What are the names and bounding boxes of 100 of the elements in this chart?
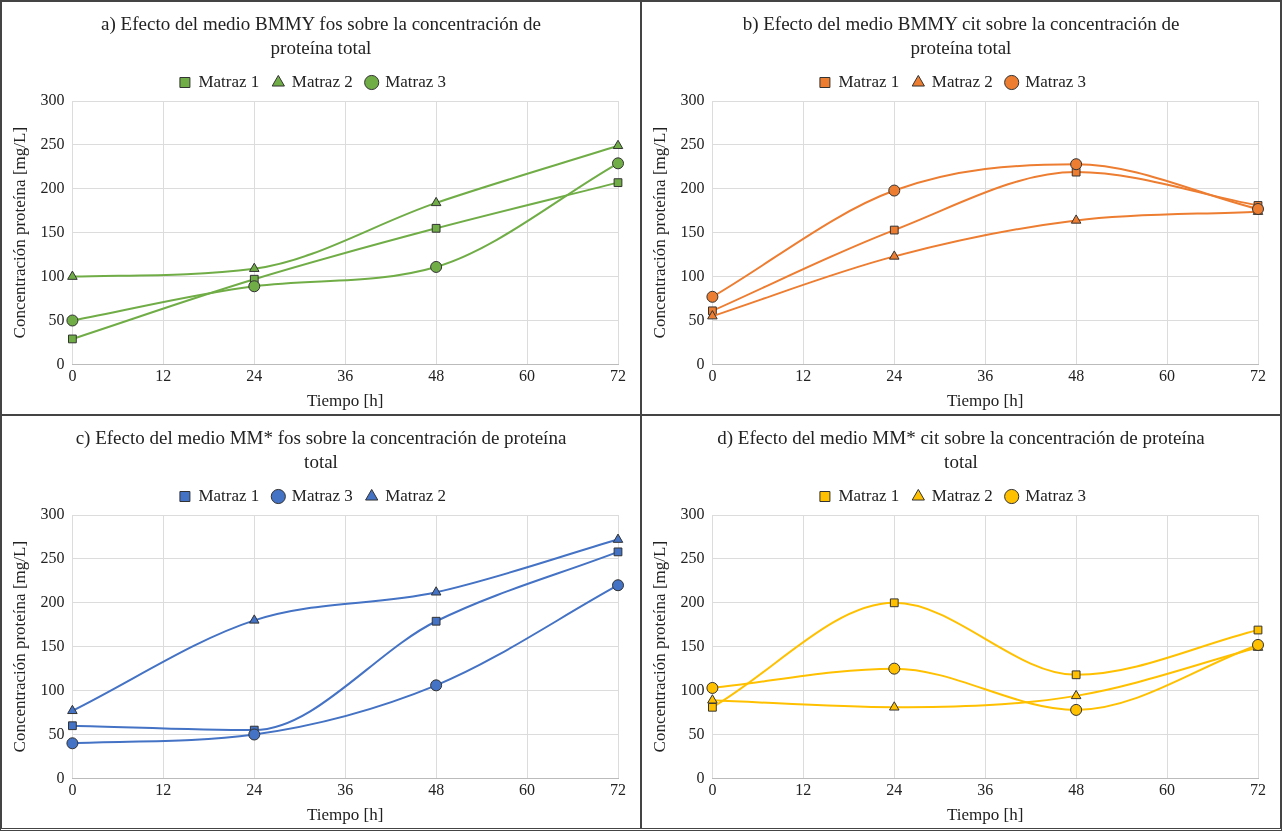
legend-label: Matraz 2 [931, 71, 993, 91]
x-tick-label: 24 [886, 781, 903, 799]
x-tick-label: 72 [610, 781, 626, 799]
y-tick-label: 300 [40, 91, 65, 109]
point [612, 533, 624, 543]
y-tick-label: 150 [680, 222, 705, 240]
x-tick-label: 36 [977, 781, 994, 799]
point [612, 157, 624, 170]
legend-label: Matraz 2 [385, 485, 447, 505]
point [706, 681, 719, 694]
point [1070, 689, 1082, 700]
x-tick-label: 0 [708, 367, 717, 385]
point [67, 270, 78, 280]
point [707, 694, 718, 704]
point [1071, 670, 1081, 680]
chart-title: c) Efecto del medio MM* fos sobre la concentración de proteína total [74, 426, 568, 474]
point [888, 184, 901, 197]
point [249, 262, 260, 272]
y-tick-label: 0 [56, 768, 65, 786]
point [1070, 214, 1082, 224]
x-tick-label: 48 [428, 781, 445, 799]
point [66, 314, 79, 327]
y-tick-label: 250 [40, 549, 65, 567]
y-tick-label: 100 [680, 680, 705, 698]
point [66, 737, 79, 750]
point [431, 223, 441, 233]
point [889, 225, 899, 235]
y-tick-label: 50 [688, 724, 705, 742]
legend-label: Matraz 3 [291, 485, 353, 505]
x-tick-label: 72 [610, 367, 626, 385]
point [889, 250, 900, 260]
y-tick-label: 50 [688, 310, 705, 328]
x-tick-label: 36 [337, 367, 354, 385]
point [612, 579, 624, 592]
point [248, 728, 261, 741]
x-tick-label: 0 [68, 367, 77, 385]
y-tick-label: 300 [680, 505, 705, 523]
point [68, 334, 77, 344]
legend-label: Matraz 2 [291, 71, 353, 91]
legend-label: Matraz 1 [838, 71, 900, 91]
x-tick-label: 48 [428, 367, 445, 385]
point [249, 614, 260, 624]
y-tick-label: 150 [40, 636, 65, 654]
point [889, 701, 900, 711]
point [708, 702, 717, 712]
y-tick-label: 250 [680, 135, 705, 153]
x-tick-label: 36 [337, 781, 354, 799]
point [430, 586, 442, 596]
point [889, 598, 899, 608]
y-tick-label: 200 [40, 179, 65, 196]
y-tick-label: 0 [696, 354, 705, 372]
y-axis-title: Concentración proteína [mg/L] [649, 540, 669, 753]
point [68, 721, 77, 731]
legend-label: Matraz 3 [1025, 71, 1087, 91]
point [613, 178, 623, 188]
y-tick-label: 150 [680, 636, 705, 654]
x-tick-label: 60 [1159, 781, 1176, 799]
x-tick-label: 24 [886, 367, 903, 385]
y-axis-title: Concentración proteína [mg/L] [9, 126, 29, 339]
x-tick-label: 12 [155, 367, 172, 385]
y-tick-label: 300 [40, 505, 65, 523]
y-tick-label: 100 [40, 266, 65, 284]
chart-title: d) Efecto del medio MM* cit sobre la concentración de proteína total [716, 426, 1206, 474]
x-tick-label: 36 [977, 367, 994, 385]
point [613, 547, 623, 557]
point [707, 310, 718, 320]
x-tick-label: 24 [246, 781, 263, 799]
legend-label: Matraz 1 [198, 71, 260, 91]
y-tick-label: 100 [680, 266, 705, 284]
y-tick-label: 200 [680, 179, 705, 196]
y-tick-label: 0 [696, 768, 705, 786]
y-tick-label: 250 [680, 549, 705, 567]
x-tick-label: 12 [155, 781, 172, 799]
x-axis-title: Tiempo [h] [307, 391, 384, 411]
point [1070, 158, 1083, 171]
y-tick-label: 300 [680, 91, 705, 109]
y-axis-title: Concentración proteína [mg/L] [9, 540, 29, 753]
y-tick-label: 150 [40, 222, 65, 240]
point [430, 196, 442, 207]
x-tick-label: 72 [1250, 367, 1266, 385]
y-tick-label: 0 [56, 354, 65, 372]
x-tick-label: 12 [795, 781, 812, 799]
point [430, 260, 443, 273]
x-tick-label: 60 [519, 781, 536, 799]
legend-label: Matraz 1 [838, 485, 900, 505]
point [430, 679, 443, 692]
point [248, 280, 261, 293]
y-tick-label: 200 [40, 593, 65, 610]
chart-title: a) Efecto del medio BMMY fos sobre la concentración de proteína total [100, 12, 542, 60]
y-tick-label: 100 [40, 680, 65, 698]
y-axis-title: Concentración proteína [mg/L] [649, 126, 669, 339]
legend-label: Matraz 2 [931, 485, 993, 505]
chart-title: b) Efecto del medio BMMY cit sobre la concentración de proteína total [741, 12, 1181, 60]
legend-label: Matraz 3 [385, 71, 447, 91]
y-tick-label: 50 [48, 310, 65, 328]
x-tick-label: 0 [68, 781, 77, 799]
point [67, 704, 78, 715]
point [431, 616, 441, 626]
y-tick-label: 50 [48, 724, 65, 742]
x-tick-label: 48 [1068, 367, 1085, 385]
